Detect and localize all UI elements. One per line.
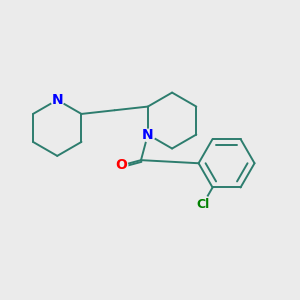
Text: N: N [51, 93, 63, 107]
Text: O: O [115, 158, 127, 172]
Text: Cl: Cl [196, 197, 210, 211]
Text: N: N [142, 128, 154, 142]
